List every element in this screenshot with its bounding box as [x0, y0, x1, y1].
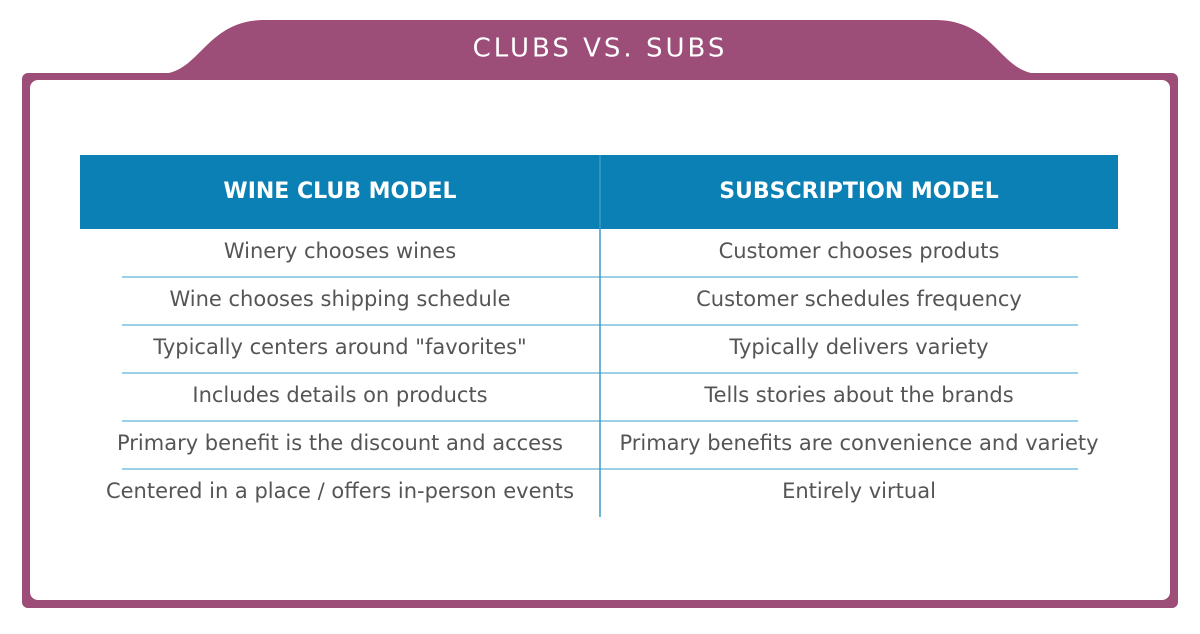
title: CLUBS VS. SUBS: [473, 34, 728, 64]
table-header: [80, 155, 1118, 229]
cell: Primary benefits are convenience and var…: [619, 431, 1098, 455]
cell: Includes details on products: [192, 383, 487, 407]
cell: Typically delivers variety: [728, 335, 988, 359]
cell: Winery chooses wines: [224, 239, 456, 263]
title-tab: [160, 20, 1040, 74]
header-cell: WINE CLUB MODEL: [223, 179, 456, 204]
cell: Typically centers around "favorites": [152, 335, 526, 359]
cell: Wine chooses shipping schedule: [169, 287, 510, 311]
cell: Centered in a place / offers in-person e…: [106, 479, 574, 503]
cell: Entirely virtual: [782, 479, 936, 503]
cell: Tells stories about the brands: [703, 383, 1013, 407]
cell: Primary benefit is the discount and acce…: [117, 431, 563, 455]
cell: Customer schedules frequency: [696, 287, 1022, 311]
cell: Customer chooses produts: [719, 239, 1000, 263]
header-cell: SUBSCRIPTION MODEL: [719, 179, 999, 204]
